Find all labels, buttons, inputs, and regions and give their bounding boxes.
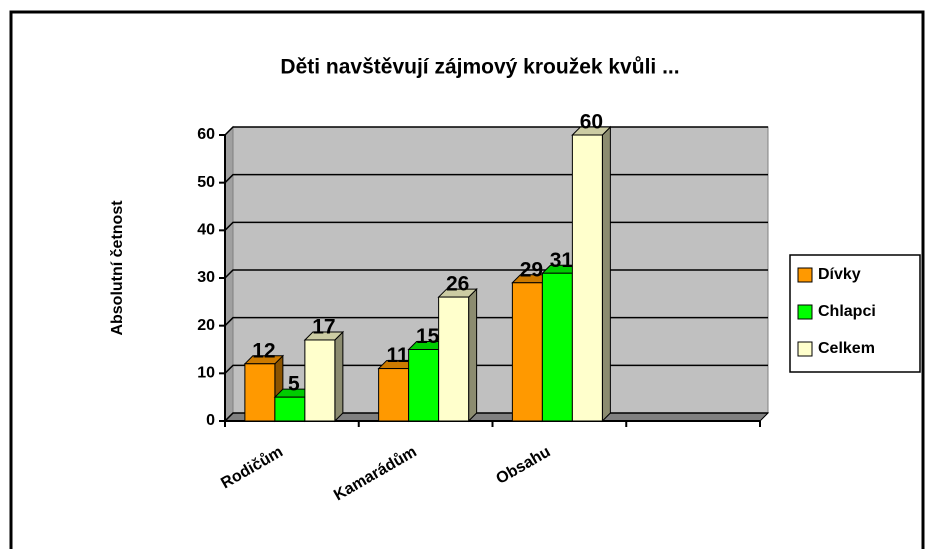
data-label: 17: [312, 316, 335, 339]
chart-title: Děti navštěvují zájmový kroužek kvůli ..…: [280, 56, 679, 79]
bar: [408, 349, 440, 422]
bar-side: [468, 287, 478, 423]
legend-swatch: [797, 267, 813, 283]
bar: [274, 396, 306, 422]
bar: [378, 368, 410, 422]
bar: [244, 363, 276, 422]
data-label: 31: [550, 249, 574, 272]
legend-swatch: [797, 341, 813, 357]
data-label: 29: [520, 258, 543, 281]
data-label: 12: [252, 339, 275, 362]
bar: [541, 272, 573, 422]
bar: [438, 296, 470, 422]
legend-label: Celkem: [818, 340, 875, 357]
bar: [571, 134, 603, 422]
legend-swatch: [797, 304, 813, 320]
legend-label: Chlapci: [818, 303, 876, 320]
bar: [304, 339, 336, 422]
legend-label: Dívky: [818, 266, 861, 283]
bar: [511, 282, 543, 422]
y-tick-label: 10: [197, 365, 215, 382]
y-axis-label: Absolutní četnost: [109, 200, 126, 336]
data-label: 5: [288, 373, 300, 396]
y-tick-label: 40: [197, 222, 215, 239]
y-tick-label: 60: [197, 126, 215, 143]
data-label: 15: [416, 325, 440, 348]
y-tick-label: 30: [197, 269, 215, 286]
y-tick-label: 20: [197, 317, 215, 334]
y-tick-label: 50: [197, 174, 215, 191]
data-label: 26: [446, 273, 469, 296]
bar-side: [334, 330, 344, 423]
data-label: 60: [580, 111, 603, 134]
y-tick-label: 0: [206, 412, 215, 429]
bar-side: [601, 125, 611, 423]
data-label: 11: [387, 344, 410, 367]
